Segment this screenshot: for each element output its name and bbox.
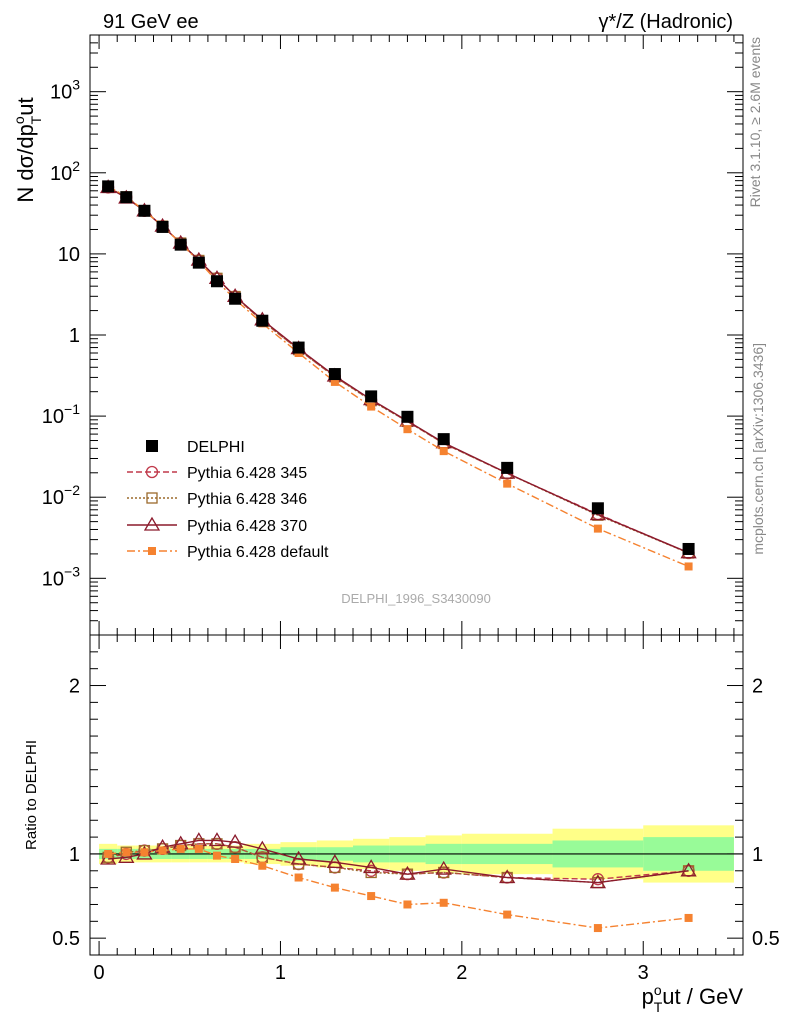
ratio-p370-point xyxy=(326,854,344,869)
ratio-pdef-point xyxy=(330,883,339,892)
ratio-pdef-point xyxy=(231,855,240,863)
main-data-point xyxy=(229,292,242,305)
main-data-point xyxy=(365,390,378,403)
main-data-point xyxy=(437,433,450,446)
main-data-point xyxy=(256,314,269,327)
ratio-p370-point xyxy=(589,874,607,889)
left-title: 91 GeV ee xyxy=(103,11,199,33)
main-data-point xyxy=(591,502,604,515)
y-tick-label: 10−3 xyxy=(42,563,80,590)
y-tick-label: 10 xyxy=(58,244,80,266)
ratio-p370-point xyxy=(226,833,244,848)
ratio-pdef-point xyxy=(294,873,303,882)
x-tick-label: 0 xyxy=(94,962,105,984)
ratio-pdef-point xyxy=(176,844,185,853)
main-data-point xyxy=(328,368,341,381)
ratio-pdef-point xyxy=(684,913,693,922)
ratio-panel: 0 1 2 3 0.5 0.5 1 1 2 2 xyxy=(52,634,780,984)
ratio-pdef-point xyxy=(104,849,113,858)
y-tick-label: 102 xyxy=(50,158,80,185)
ratio-pdef-point xyxy=(503,910,512,919)
legend: DELPHI Pythia 6.428 345 Pythia 6.428 346 Py… xyxy=(127,439,329,561)
legend-pdef-marker xyxy=(148,547,156,555)
legend-p346-label: Pythia 6.428 346 xyxy=(187,491,307,508)
main-data-point xyxy=(120,191,133,204)
ratio-p370-point xyxy=(254,840,271,855)
ratio-p346-point xyxy=(438,866,450,879)
ratio-pdef-point xyxy=(194,844,203,853)
ratio-pdef-point xyxy=(158,846,167,855)
x-tick-label: 3 xyxy=(638,962,649,984)
main-data-point xyxy=(174,238,187,251)
main-pdef-line xyxy=(107,185,689,568)
main-pdef-point xyxy=(330,377,339,386)
legend-p346-marker xyxy=(146,492,158,504)
y-tick-label: 1 xyxy=(69,325,80,347)
ratio-pdef-point xyxy=(439,898,448,907)
y-tick-label-right: 1 xyxy=(752,844,763,866)
main-data-point xyxy=(138,204,151,217)
ratio-frame xyxy=(89,634,744,956)
ratio-p370-point xyxy=(100,850,117,865)
main-data-point xyxy=(156,220,169,233)
ratio-pdef-point xyxy=(212,851,221,860)
ratio-p370-point xyxy=(118,849,135,863)
legend-p370-marker xyxy=(143,516,161,531)
ratio-pdef-point xyxy=(367,892,376,901)
legend-p345-marker xyxy=(145,465,159,479)
ratio-p370-point xyxy=(290,850,307,865)
ratio-pdef-point xyxy=(122,848,131,857)
y-tick-label: 10−2 xyxy=(42,482,80,509)
legend-p370-label: Pythia 6.428 370 xyxy=(187,518,307,535)
main-data-point xyxy=(192,256,205,269)
x-axis-label: po Tut / GeV xyxy=(642,982,744,1015)
y-tick-label-right: 2 xyxy=(752,676,763,698)
ratio-pdef-point xyxy=(140,848,149,857)
main-data-point xyxy=(102,180,115,193)
legend-p345-label: Pythia 6.428 345 xyxy=(187,465,307,482)
y-tick-label: 103 xyxy=(50,77,80,104)
y-tick-label: 10−1 xyxy=(42,401,80,428)
legend-pdef-label: Pythia 6.428 default xyxy=(187,544,329,561)
main-data-point xyxy=(682,542,695,555)
ratio-pdef-point xyxy=(593,924,602,933)
main-data-point xyxy=(401,410,414,423)
main-pdef-point xyxy=(403,425,412,434)
y-tick-label: 2 xyxy=(69,676,80,698)
main-pdef-point xyxy=(593,524,602,533)
legend-data-label: DELPHI xyxy=(187,439,245,456)
ratio-p346-point xyxy=(211,838,223,850)
main-pdef-point xyxy=(367,402,376,411)
main-y-label: N dσ/dpoTut xyxy=(11,97,44,202)
y-tick-label: 0.5 xyxy=(52,928,80,950)
rivet-label: Rivet 3.1.10, ≥ 2.6M events xyxy=(747,37,763,207)
ratio-pdef-point xyxy=(258,861,267,870)
ratio-pdef-point xyxy=(403,900,412,909)
ratio-p370-point xyxy=(399,865,416,880)
main-pdef-point xyxy=(503,479,512,488)
ratio-y-label: Ratio to DELPHI xyxy=(23,740,40,850)
mcplots-label: mcplots.cern.ch [arXiv:1306.3436] xyxy=(750,343,766,555)
y-tick-label-right: 0.5 xyxy=(752,928,780,950)
main-pdef-point xyxy=(684,562,693,571)
ratio-p370-point xyxy=(363,859,380,874)
legend-data-marker xyxy=(146,440,158,452)
main-data-point xyxy=(292,341,305,354)
main-pdef-point xyxy=(439,447,448,456)
ratio-p370-point xyxy=(435,860,452,875)
ratio-p370-point xyxy=(499,869,516,884)
main-panel: 10−3 10−2 10−1 1 10 102 103 xyxy=(42,34,743,636)
y-tick-label: 1 xyxy=(69,844,80,866)
ratio-p370-point xyxy=(680,862,697,877)
x-tick-label: 1 xyxy=(275,962,286,984)
main-data-point xyxy=(501,461,514,474)
analysis-watermark: DELPHI_1996_S3430090 xyxy=(341,591,491,606)
main-data-point xyxy=(210,275,223,288)
right-title: γ*/Z (Hadronic) xyxy=(599,11,733,33)
ratio-p370-point xyxy=(208,832,226,847)
x-tick-label: 2 xyxy=(456,962,467,984)
